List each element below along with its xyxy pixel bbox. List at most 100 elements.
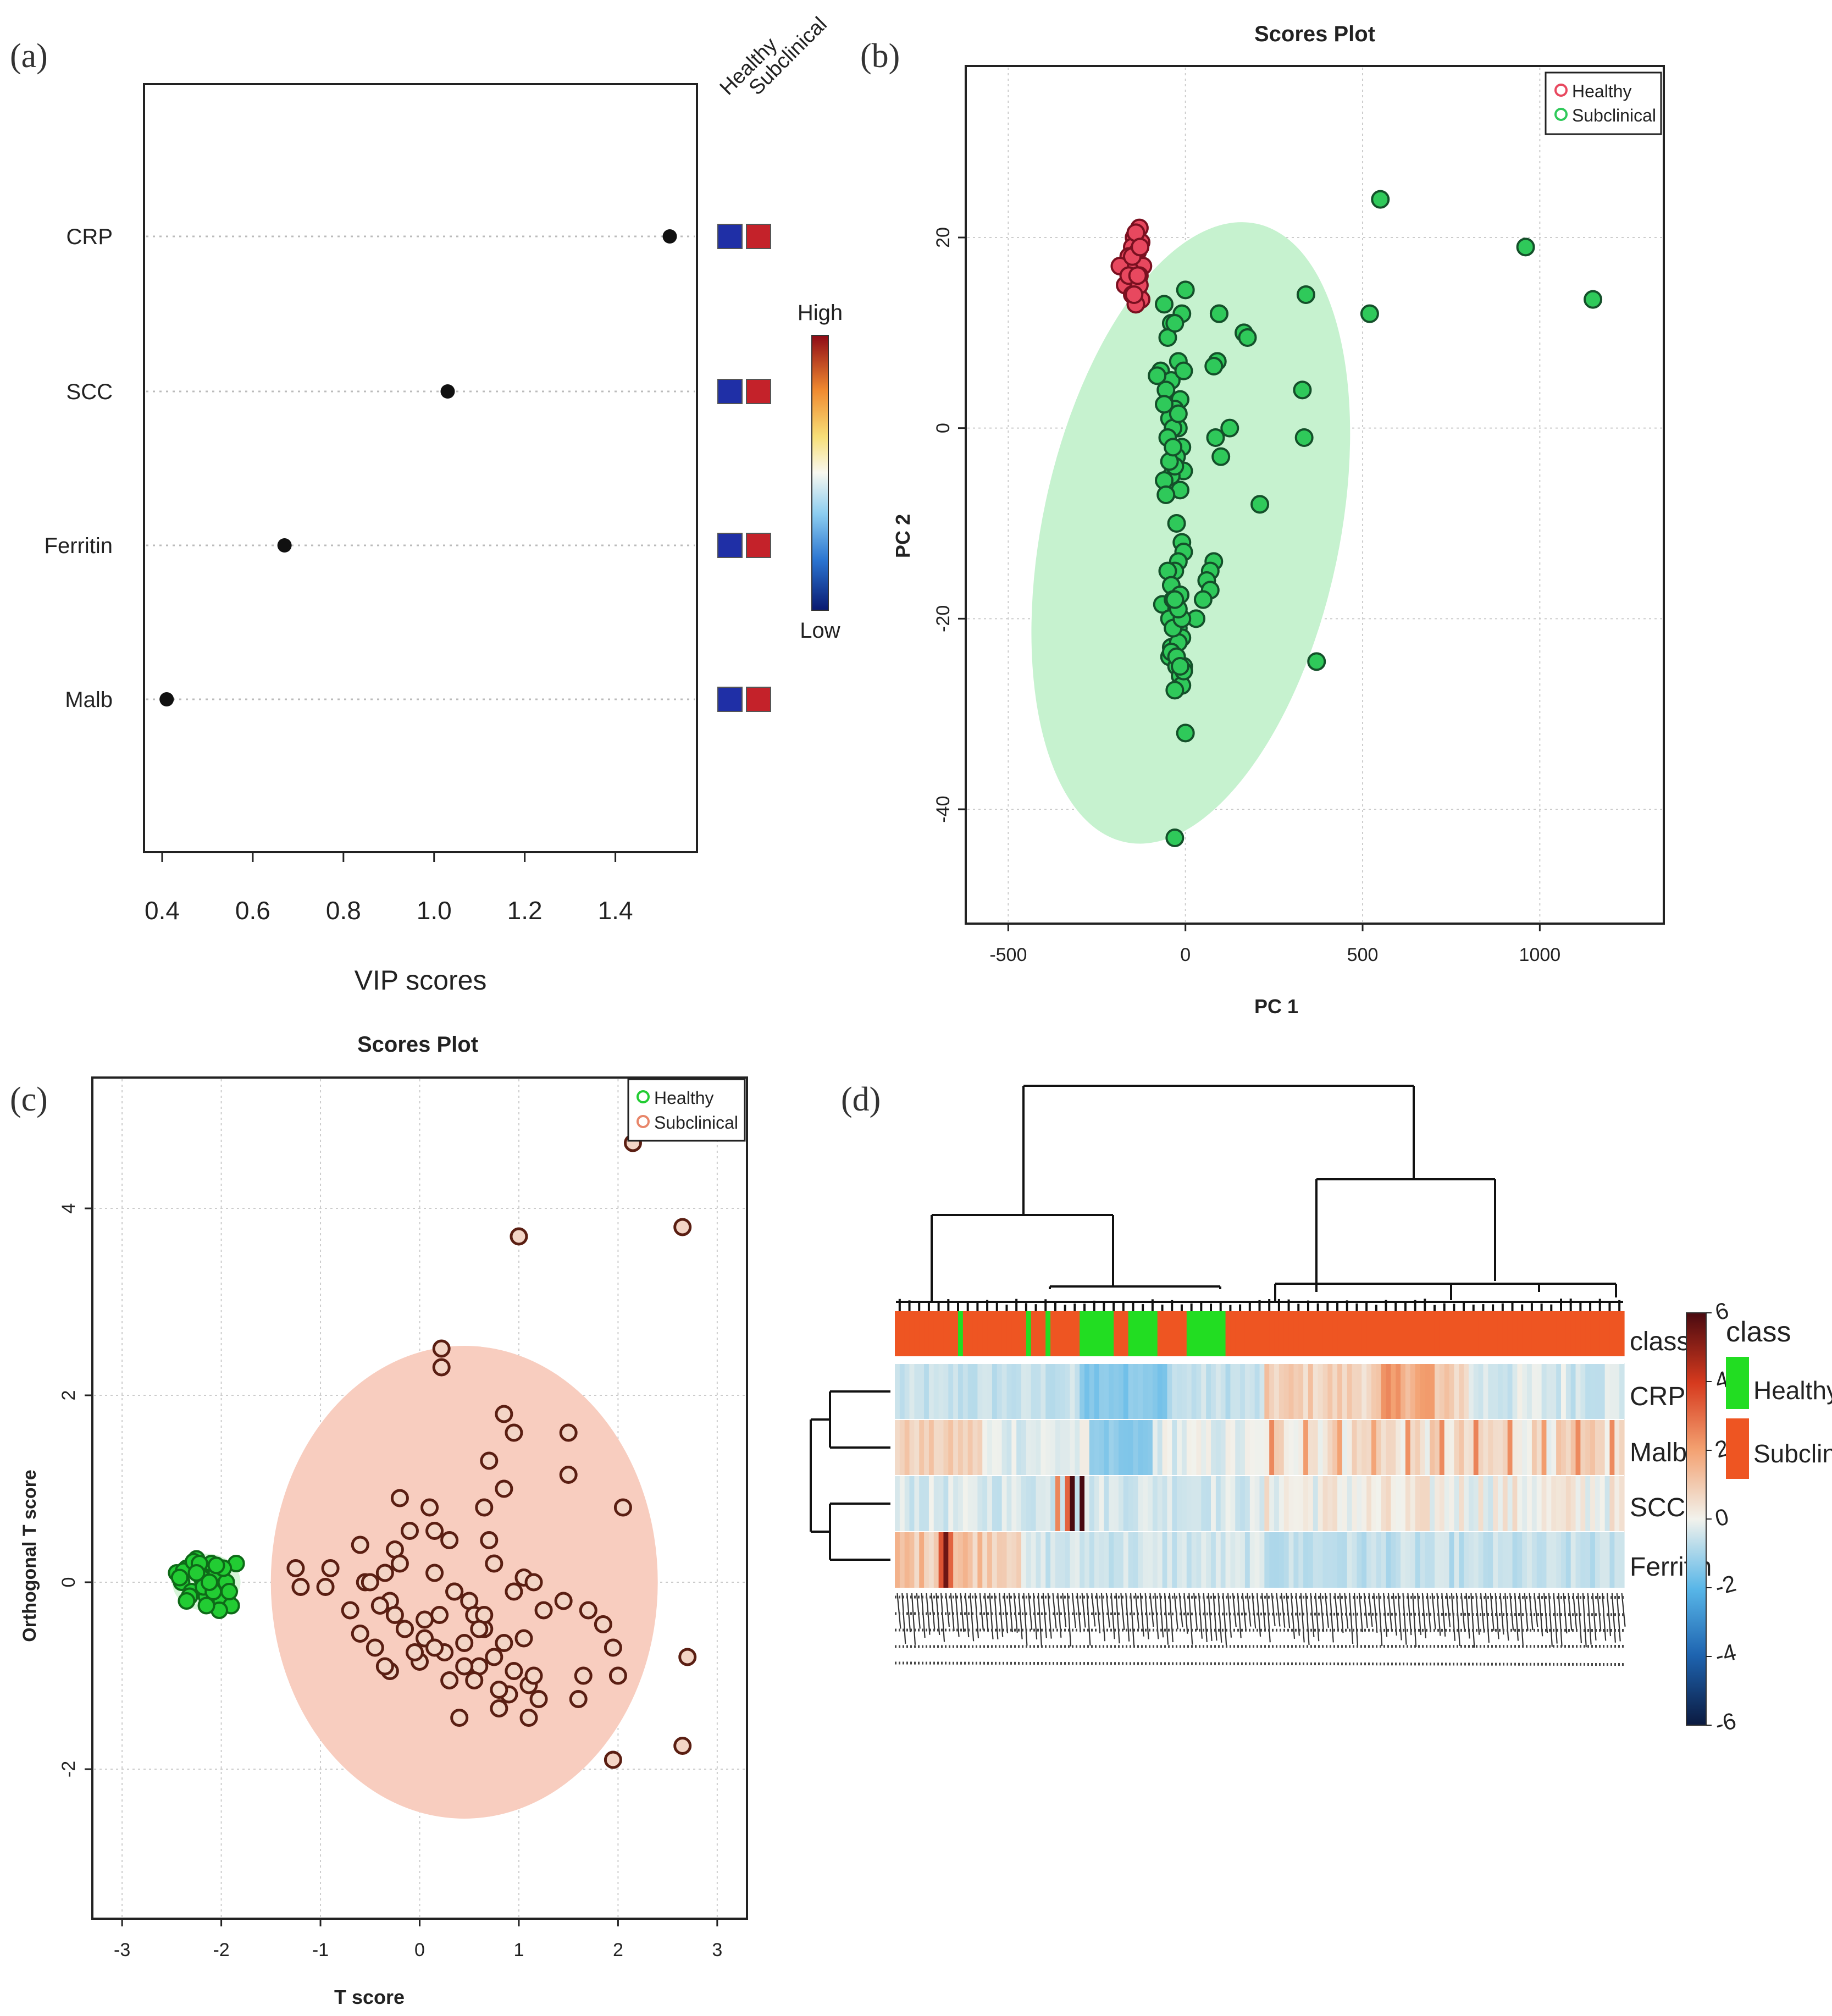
sample-label-mark [940,1593,945,1642]
heatmap-cell [1225,1420,1231,1476]
opls-point-subclinical [425,1564,444,1582]
heatmap-cell [982,1420,988,1476]
heatmap-cell [1283,1476,1289,1532]
heatmap-cell [909,1420,915,1476]
heatmap-cell [1357,1420,1362,1476]
heatmap-cell [1055,1363,1061,1420]
class-cell [1254,1311,1260,1356]
class-cell [1565,1311,1571,1356]
heatmap-cell [1114,1420,1119,1476]
heatmap-cell [1454,1532,1459,1588]
opls-x-axis: -3 -2 -1 0 1 2 3 [114,1919,722,1960]
class-cell [1347,1311,1353,1356]
heatmap-cell [1148,1363,1153,1420]
sample-label-mark [1028,1593,1033,1630]
sample-label-mark [1319,1593,1325,1632]
heatmap-cell [1478,1420,1484,1476]
heatmap-cell [1157,1532,1163,1588]
heatmap-cell [1278,1363,1285,1420]
heatmap-cell [1546,1532,1552,1588]
class-cell [1410,1311,1416,1356]
class-cell [1560,1311,1567,1356]
class-cell [1595,1311,1601,1356]
sample-label-mark [1120,1593,1125,1630]
opls-point-subclinical [430,1606,449,1624]
class-cell [1570,1311,1576,1356]
sample-label-mark [1460,1593,1465,1632]
heatmap-cell [1249,1363,1255,1420]
heatmap-cell [1186,1420,1192,1476]
heatmap-cell [1162,1532,1168,1588]
heatmap-cell [1497,1476,1503,1532]
heatmap-cell [1322,1363,1328,1420]
heatmap-cell [1055,1420,1061,1476]
heatmap-cell [1128,1363,1134,1420]
class-cell [1541,1311,1547,1356]
sample-label-mark [1621,1593,1626,1627]
class-cell [1308,1311,1314,1356]
heatmap-cell [1444,1363,1450,1420]
heatmap-cell [1006,1476,1012,1532]
vip-point [440,384,455,399]
class-cell [1011,1311,1017,1356]
heatmap-cell [1318,1420,1324,1476]
heatmap-cell [1026,1363,1032,1420]
sample-label-mark [1382,1593,1388,1637]
heatmap-cell [1172,1532,1177,1588]
heatmap-cell [1259,1420,1265,1476]
heatmap-cell [1536,1420,1542,1476]
heatmap-cell [1502,1420,1508,1476]
pca-point-subclinical [1164,438,1183,457]
opls-point-subclinical [375,1564,394,1582]
heatmap-cell [1138,1532,1143,1588]
opls-y-tick-label: 0 [58,1577,79,1588]
heatmap-cell [1473,1420,1479,1476]
heatmap-cell [1464,1363,1469,1420]
opls-point-subclinical [351,1625,369,1643]
heatmap-cell [1570,1476,1576,1532]
heatmap-cell [972,1476,978,1532]
heatmap-cell [1026,1476,1032,1532]
pca-point-subclinical [1250,495,1270,514]
heatmap-cell [1186,1476,1192,1532]
heatmap-cell [1459,1363,1464,1420]
class-cell [1045,1311,1051,1356]
heatmap-cell [1264,1532,1270,1588]
class-cell [1259,1311,1265,1356]
opls-title: Scores Plot [357,1032,478,1057]
heatmap-cell [1604,1476,1610,1532]
vip-x-axis: 0.4 0.6 0.8 1.0 1.2 1.4 [145,852,633,925]
heatmap-cell [1459,1532,1464,1588]
class-legend-title: class [1726,1316,1791,1348]
heatmap-cell [1283,1420,1289,1476]
heatmap-cell [1405,1363,1411,1420]
sample-label-mark [1421,1593,1426,1639]
heatmap-cell [1318,1363,1324,1420]
heatmap-cell [1011,1363,1017,1420]
class-cell [1264,1311,1270,1356]
heatmap-cell [1318,1476,1324,1532]
panel-a: (a) CRP SCC Ferritin Malb 0.4 0.6 0.8 1.0 1.2 1.… [10,13,843,996]
class-cell [982,1311,988,1356]
class-cell [1497,1311,1503,1356]
heatmap-cell [1186,1363,1192,1420]
opls-point-subclinical [445,1582,464,1601]
sample-label-mark [1519,1593,1524,1645]
class-cell [977,1311,983,1356]
heatmap-cell [1483,1476,1488,1532]
opls-point-subclinical [510,1227,528,1246]
sample-label-mark [1115,1593,1120,1644]
heatmap-cell [1240,1476,1246,1532]
sample-label-mark [1154,1593,1159,1639]
heatmap-cell [1099,1420,1105,1476]
heatmap-cell [1376,1420,1382,1476]
heatmap-cell [1614,1532,1620,1588]
heatmap-cell [1327,1532,1333,1588]
class-cell [909,1311,915,1356]
heatmap-cell [1512,1420,1518,1476]
class-cell [1128,1311,1134,1356]
heatmap-colorbar-gradient [1686,1312,1707,1726]
heatmap-cell [1604,1363,1610,1420]
pca-point-subclinical [1293,380,1312,400]
